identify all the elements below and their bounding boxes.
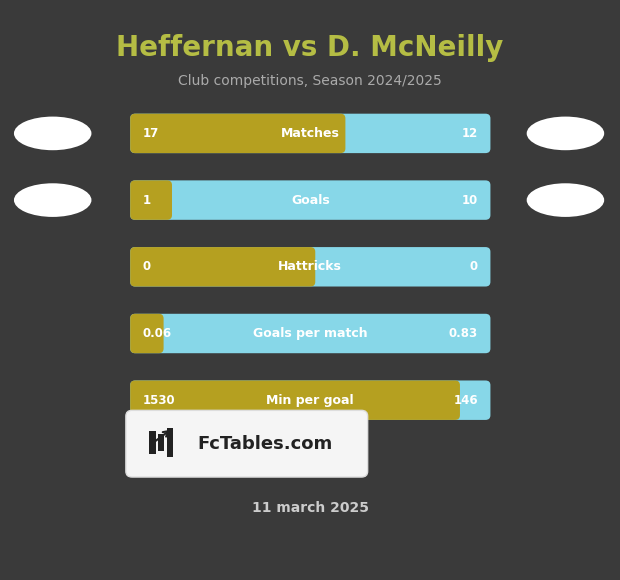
Text: 1530: 1530 xyxy=(143,394,175,407)
Text: 17: 17 xyxy=(143,127,159,140)
Text: Goals per match: Goals per match xyxy=(253,327,368,340)
FancyBboxPatch shape xyxy=(149,431,156,454)
Ellipse shape xyxy=(527,183,604,217)
Text: 146: 146 xyxy=(453,394,478,407)
FancyBboxPatch shape xyxy=(130,380,490,420)
Ellipse shape xyxy=(14,117,92,150)
FancyBboxPatch shape xyxy=(126,411,368,477)
FancyBboxPatch shape xyxy=(130,114,490,153)
Text: Hattricks: Hattricks xyxy=(278,260,342,273)
Text: 12: 12 xyxy=(462,127,478,140)
FancyBboxPatch shape xyxy=(130,247,315,287)
Text: Heffernan vs D. McNeilly: Heffernan vs D. McNeilly xyxy=(117,34,503,61)
Text: Matches: Matches xyxy=(281,127,340,140)
FancyBboxPatch shape xyxy=(130,180,172,220)
Text: 11 march 2025: 11 march 2025 xyxy=(252,501,368,514)
Text: Club competitions, Season 2024/2025: Club competitions, Season 2024/2025 xyxy=(178,74,442,88)
Ellipse shape xyxy=(527,117,604,150)
Text: FcTables.com: FcTables.com xyxy=(198,434,333,453)
FancyBboxPatch shape xyxy=(130,180,490,220)
Text: Goals: Goals xyxy=(291,194,330,206)
FancyBboxPatch shape xyxy=(167,428,173,457)
FancyBboxPatch shape xyxy=(130,314,164,353)
Text: 0.06: 0.06 xyxy=(143,327,172,340)
Text: 1: 1 xyxy=(143,194,151,206)
FancyBboxPatch shape xyxy=(130,314,490,353)
Ellipse shape xyxy=(14,183,92,217)
FancyBboxPatch shape xyxy=(158,434,164,451)
FancyBboxPatch shape xyxy=(130,114,345,153)
Text: 0.83: 0.83 xyxy=(449,327,478,340)
Text: 10: 10 xyxy=(462,194,478,206)
Text: Min per goal: Min per goal xyxy=(267,394,354,407)
FancyBboxPatch shape xyxy=(130,380,460,420)
FancyBboxPatch shape xyxy=(130,247,490,287)
Text: 0: 0 xyxy=(470,260,478,273)
Text: 0: 0 xyxy=(143,260,151,273)
